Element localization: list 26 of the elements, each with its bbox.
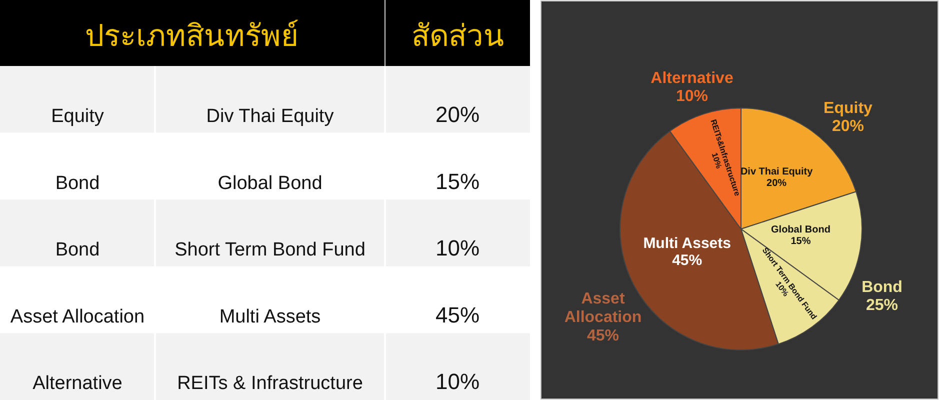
text: Equity 20% (824, 100, 873, 136)
text: Bond (55, 172, 100, 194)
text: Alternative (32, 373, 122, 394)
text: 15% (435, 168, 480, 194)
data-label: 45% (672, 252, 702, 270)
slice-label: Global Bond (771, 224, 830, 236)
data-label: 15% (790, 236, 811, 248)
text: 10% (435, 236, 480, 261)
slice-label: Multi Assets (643, 234, 731, 252)
text: Multi Assets (219, 306, 321, 328)
text: Asset Allocation 45% (564, 290, 642, 344)
text: Asset Allocation (10, 306, 145, 328)
text: Equity (51, 106, 104, 127)
text: REITs & Infrastructure (177, 373, 363, 394)
text: Alternative 10% (650, 70, 734, 106)
text: Short Term Bond Fund (174, 240, 366, 261)
text: สัดส่วน (412, 20, 504, 53)
text: Div Thai Equity (206, 106, 334, 127)
text: Bond 25% (862, 278, 902, 314)
text: 20% (435, 102, 480, 127)
text: Bond (55, 240, 100, 261)
text: ประเภทสินทรัพย์ (85, 19, 299, 53)
text: 45% (435, 302, 480, 328)
data-label: 20% (766, 178, 787, 189)
text: Global Bond (218, 172, 322, 194)
text: 10% (435, 369, 480, 394)
